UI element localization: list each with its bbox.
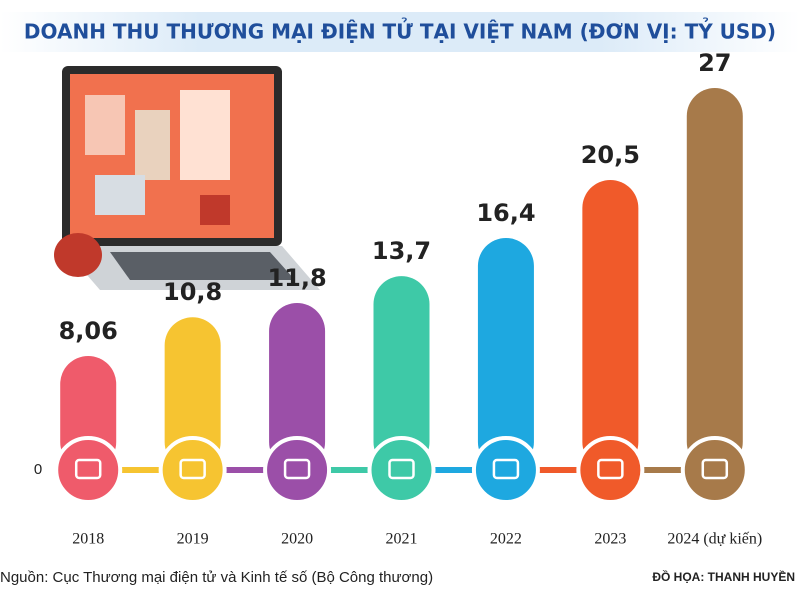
icon [701, 458, 729, 480]
bar [477, 237, 534, 470]
icon-circle [263, 436, 332, 504]
y-tick-label: 0 [34, 461, 42, 478]
value-label: 16,4 [476, 199, 535, 227]
x-tick-label: 2024 (dự kiến) [667, 531, 762, 548]
icon [492, 458, 520, 480]
bar [269, 303, 326, 470]
credit-note: ĐỒ HỌA: THANH HUYỀN [652, 569, 795, 584]
icon-circle [576, 436, 645, 504]
bar [686, 88, 743, 470]
icon-circle [367, 436, 436, 504]
icon-circle [680, 436, 749, 504]
icon-circle [158, 436, 227, 504]
icon-circle [471, 436, 540, 504]
value-label: 11,8 [267, 264, 326, 292]
chart-title: DOANH THU THƯƠNG MẠI ĐIỆN TỬ TẠI VIỆT NA… [24, 19, 776, 44]
laptop-illustration [54, 66, 320, 290]
icon [597, 458, 624, 480]
bar [164, 317, 221, 470]
x-tick-label: 2023 [594, 531, 626, 548]
value-label: 20,5 [581, 141, 640, 169]
bar [582, 179, 639, 471]
bar [373, 276, 430, 470]
icon-circle [54, 436, 123, 504]
value-label: 8,06 [59, 317, 118, 345]
x-tick-label: 2020 [281, 531, 313, 548]
x-tick-label: 2021 [386, 531, 418, 548]
icon [74, 458, 102, 480]
x-tick-label: 2019 [177, 531, 209, 548]
x-tick-label: 2022 [490, 531, 522, 548]
source-note: Nguồn: Cục Thương mại điện tử và Kinh tế… [0, 569, 433, 586]
value-label: 13,7 [372, 237, 431, 265]
value-label: 27 [698, 49, 731, 77]
x-tick-label: 2018 [72, 531, 104, 548]
icon [179, 458, 206, 480]
icon [388, 458, 415, 480]
value-label: 10,8 [163, 278, 222, 306]
title-band [0, 12, 800, 52]
icon [283, 458, 311, 480]
